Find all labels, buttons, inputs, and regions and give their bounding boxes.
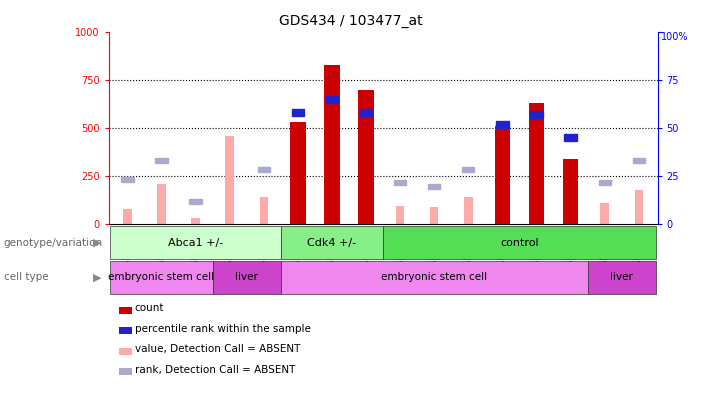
Text: control: control: [500, 238, 539, 248]
Bar: [325, 65, 339, 224]
Text: cell type: cell type: [4, 272, 48, 282]
Bar: [529, 103, 544, 224]
Bar: [326, 96, 338, 103]
Bar: [464, 197, 472, 224]
Text: Abca1 +/-: Abca1 +/-: [168, 238, 223, 248]
Text: value, Detection Call = ABSENT: value, Detection Call = ABSENT: [135, 344, 300, 354]
Bar: [430, 207, 439, 224]
Bar: [496, 121, 508, 128]
Bar: [599, 180, 611, 185]
Text: 100%: 100%: [661, 32, 688, 42]
Bar: [394, 180, 407, 185]
Bar: [290, 122, 306, 224]
Bar: [157, 184, 165, 224]
Text: count: count: [135, 303, 164, 313]
Bar: [191, 218, 200, 224]
Bar: [563, 159, 578, 224]
Bar: [226, 136, 234, 224]
Bar: [396, 206, 404, 224]
Bar: [632, 158, 645, 163]
Text: embryonic stem cell: embryonic stem cell: [381, 272, 487, 282]
Bar: [462, 167, 475, 172]
Bar: [292, 109, 304, 116]
Text: GDS434 / 103477_at: GDS434 / 103477_at: [279, 14, 422, 28]
Bar: [601, 203, 609, 224]
Bar: [123, 209, 132, 224]
Text: genotype/variation: genotype/variation: [4, 238, 102, 248]
Bar: [259, 197, 268, 224]
Bar: [121, 177, 134, 183]
Bar: [189, 199, 202, 204]
Text: liver: liver: [236, 272, 258, 282]
Text: percentile rank within the sample: percentile rank within the sample: [135, 324, 311, 334]
Text: ▶: ▶: [93, 272, 102, 282]
Bar: [358, 90, 374, 224]
Bar: [634, 190, 643, 224]
Bar: [360, 109, 372, 116]
Text: embryonic stem cell: embryonic stem cell: [109, 272, 215, 282]
Text: liver: liver: [611, 272, 633, 282]
Bar: [428, 184, 440, 189]
Bar: [564, 134, 577, 141]
Bar: [258, 167, 270, 172]
Bar: [495, 126, 510, 224]
Bar: [531, 111, 543, 118]
Bar: [156, 158, 168, 163]
Text: rank, Detection Call = ABSENT: rank, Detection Call = ABSENT: [135, 365, 295, 375]
Text: ▶: ▶: [93, 238, 102, 248]
Text: Cdk4 +/-: Cdk4 +/-: [308, 238, 357, 248]
